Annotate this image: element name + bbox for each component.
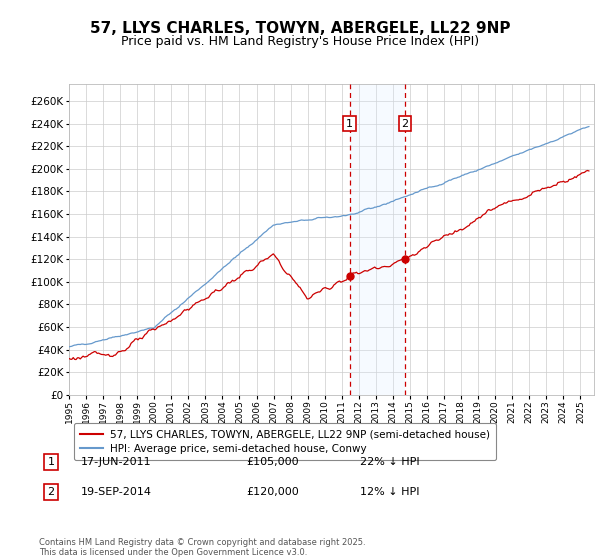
Text: 1: 1 xyxy=(346,119,353,129)
Text: 2: 2 xyxy=(401,119,409,129)
Text: Contains HM Land Registry data © Crown copyright and database right 2025.
This d: Contains HM Land Registry data © Crown c… xyxy=(39,538,365,557)
Text: £120,000: £120,000 xyxy=(246,487,299,497)
Bar xyxy=(350,84,405,395)
Text: 57, LLYS CHARLES, TOWYN, ABERGELE, LL22 9NP: 57, LLYS CHARLES, TOWYN, ABERGELE, LL22 … xyxy=(90,21,510,36)
Text: 19-SEP-2014: 19-SEP-2014 xyxy=(81,487,152,497)
Text: 22% ↓ HPI: 22% ↓ HPI xyxy=(360,457,419,467)
Text: Price paid vs. HM Land Registry's House Price Index (HPI): Price paid vs. HM Land Registry's House … xyxy=(121,35,479,48)
Text: 1: 1 xyxy=(47,457,55,467)
Text: 17-JUN-2011: 17-JUN-2011 xyxy=(81,457,152,467)
Legend: 57, LLYS CHARLES, TOWYN, ABERGELE, LL22 9NP (semi-detached house), HPI: Average : 57, LLYS CHARLES, TOWYN, ABERGELE, LL22 … xyxy=(74,423,496,460)
Text: £105,000: £105,000 xyxy=(246,457,299,467)
Text: 2: 2 xyxy=(47,487,55,497)
Text: 12% ↓ HPI: 12% ↓ HPI xyxy=(360,487,419,497)
